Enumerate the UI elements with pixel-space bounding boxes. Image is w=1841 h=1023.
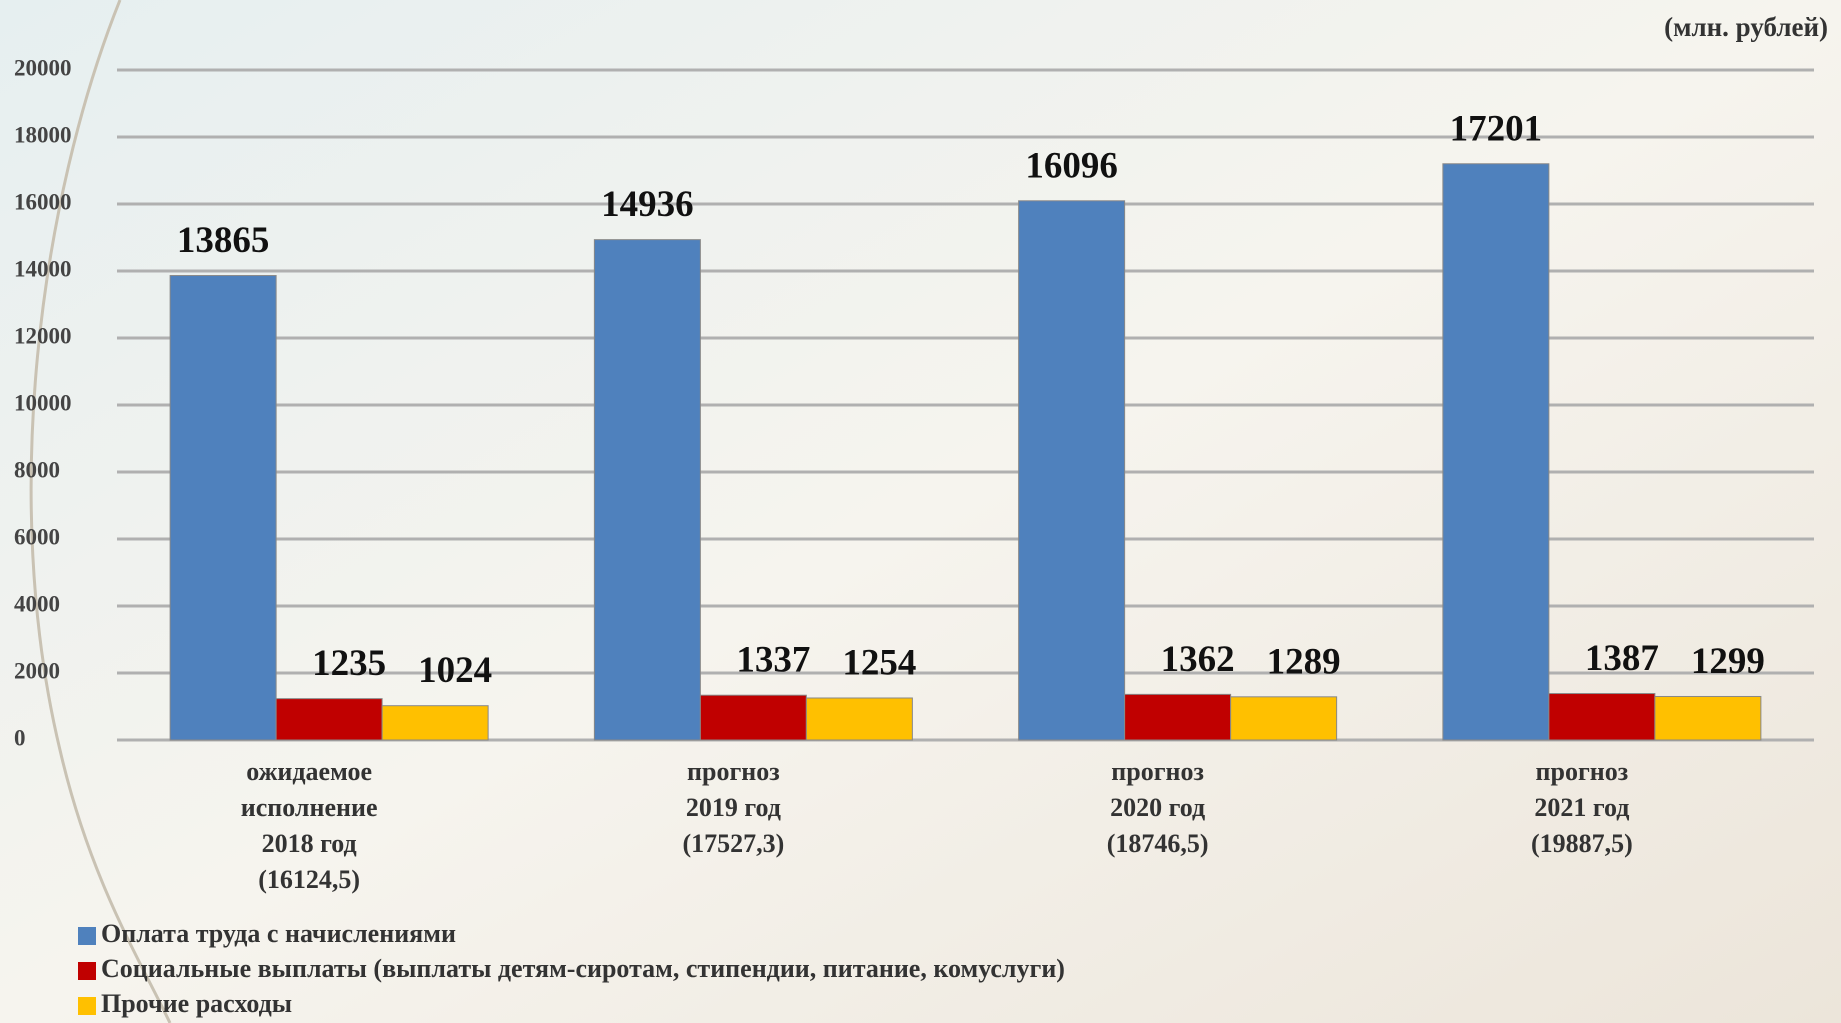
value-label: 1387 bbox=[1585, 638, 1659, 679]
x-tick-label: 2018 год bbox=[262, 829, 357, 858]
bar bbox=[1442, 163, 1550, 741]
value-label: 13865 bbox=[177, 220, 270, 261]
legend-label: Социальные выплаты (выплаты детям-сирота… bbox=[101, 954, 1065, 983]
bar bbox=[169, 275, 277, 741]
x-tick-label: прогноз bbox=[1111, 757, 1204, 786]
y-tick-label: 14000 bbox=[14, 256, 72, 281]
bar bbox=[1548, 693, 1656, 741]
bar bbox=[275, 698, 383, 741]
y-tick-label: 10000 bbox=[14, 390, 72, 415]
bar bbox=[1654, 695, 1762, 741]
x-tick-label: 2019 год bbox=[686, 793, 781, 822]
y-tick-label: 20000 bbox=[14, 55, 72, 80]
value-label: 1254 bbox=[842, 642, 916, 683]
x-tick-label: (18746,5) bbox=[1107, 829, 1209, 858]
y-tick-label: 16000 bbox=[14, 189, 72, 214]
value-label: 1337 bbox=[736, 640, 810, 681]
decoration bbox=[29, 0, 172, 1023]
x-tick-label: 2020 год bbox=[1110, 793, 1205, 822]
value-label: 17201 bbox=[1450, 108, 1543, 149]
legend-swatch bbox=[78, 962, 96, 980]
value-label: 1235 bbox=[312, 643, 386, 684]
y-tick-label: 6000 bbox=[14, 524, 60, 549]
bar bbox=[805, 697, 913, 741]
x-tick-label: исполнение bbox=[241, 793, 378, 822]
bar bbox=[699, 694, 807, 741]
bar bbox=[1018, 200, 1126, 741]
x-tick-label: (19887,5) bbox=[1531, 829, 1633, 858]
x-tick-label: прогноз bbox=[687, 757, 780, 786]
x-tick-label: (17527,3) bbox=[682, 829, 784, 858]
bar bbox=[593, 239, 701, 741]
value-label: 16096 bbox=[1025, 145, 1118, 186]
value-label: 1289 bbox=[1267, 641, 1341, 682]
legend-swatch bbox=[78, 997, 96, 1015]
y-tick-label: 12000 bbox=[14, 323, 72, 348]
bar bbox=[381, 705, 489, 741]
value-label: 1362 bbox=[1161, 639, 1235, 680]
bar bbox=[1230, 696, 1338, 741]
y-tick-label: 0 bbox=[14, 725, 26, 750]
x-tick-label: ожидаемое bbox=[246, 757, 372, 786]
y-tick-label: 18000 bbox=[14, 122, 72, 147]
x-tick-label: 2021 год bbox=[1534, 793, 1629, 822]
bar bbox=[1124, 693, 1232, 741]
x-tick-label: прогноз bbox=[1536, 757, 1629, 786]
y-tick-label: 4000 bbox=[14, 591, 60, 616]
value-label: 1299 bbox=[1691, 641, 1765, 682]
x-tick-label: (16124,5) bbox=[258, 865, 360, 894]
y-tick-label: 2000 bbox=[14, 658, 60, 683]
y-tick-label: 8000 bbox=[14, 457, 60, 482]
value-label: 14936 bbox=[601, 184, 694, 225]
unit-note: (млн. рублей) bbox=[1664, 12, 1828, 42]
legend-swatch bbox=[78, 927, 96, 945]
value-label: 1024 bbox=[418, 650, 492, 691]
legend-label: Прочие расходы bbox=[101, 989, 292, 1018]
legend-label: Оплата труда с начислениями bbox=[101, 919, 456, 948]
